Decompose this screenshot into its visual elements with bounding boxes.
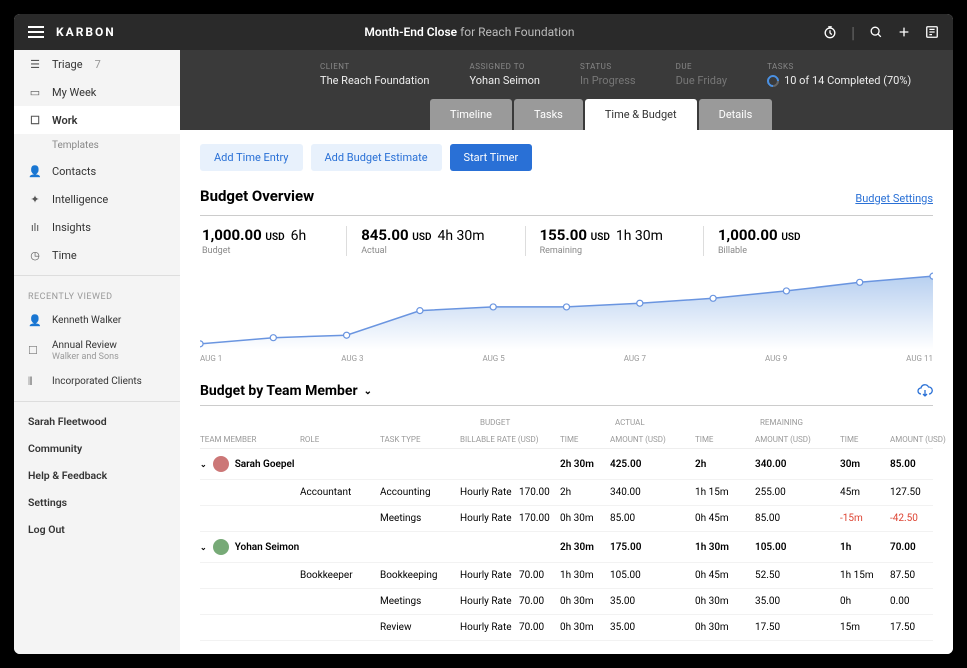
chart-x-label: AUG 11 [906, 354, 933, 363]
menu-icon[interactable] [28, 26, 44, 38]
timer-icon[interactable] [823, 25, 837, 39]
recent-icon: 👤 [28, 314, 42, 328]
footer-link[interactable]: Settings [14, 489, 180, 516]
recent-icon: ☐ [28, 344, 42, 358]
recent-item[interactable]: ⫴Incorporated Clients [14, 369, 180, 395]
nav-time[interactable]: ◷ Time [14, 241, 180, 269]
budget-chart [200, 270, 933, 350]
triage-icon: ☰ [28, 57, 42, 71]
chart-x-label: AUG 1 [200, 354, 222, 363]
content-area: Add Time Entry Add Budget Estimate Start… [180, 130, 953, 654]
chart-x-label: AUG 9 [765, 354, 787, 363]
page-title: Month-End Close for Reach Foundation [116, 25, 823, 39]
summary-card: 1,000.00 USDBillable [703, 226, 801, 256]
chart-x-label: AUG 7 [624, 354, 646, 363]
footer-link[interactable]: Sarah Fleetwood [14, 408, 180, 435]
nav-myweek[interactable]: ▭ My Week [14, 78, 180, 106]
clock-icon: ◷ [28, 248, 42, 262]
footer-link[interactable]: Help & Feedback [14, 462, 180, 489]
top-bar: KARBON Month-End Close for Reach Foundat… [14, 14, 953, 50]
expand-icon[interactable]: ⌄ [200, 460, 207, 469]
table-row: Meetings Hourly Rate 170.00 0h 30m85.00 … [200, 506, 933, 532]
nav-work[interactable]: ☐ Work [14, 106, 180, 134]
footer-link[interactable]: Community [14, 435, 180, 462]
tabs: Timeline Tasks Time & Budget Details [430, 99, 933, 130]
summary-card: 155.00 USD1h 30mRemaining [525, 226, 663, 256]
table-row: Accountant Accounting Hourly Rate 170.00… [200, 480, 933, 506]
download-icon[interactable] [917, 384, 933, 398]
expand-icon[interactable]: ⌄ [200, 543, 207, 552]
nav-templates[interactable]: Templates [14, 134, 180, 157]
add-time-button[interactable]: Add Time Entry [200, 144, 303, 171]
chart-x-label: AUG 3 [341, 354, 363, 363]
person-icon: 👤 [28, 164, 42, 178]
calendar-icon: ▭ [28, 85, 42, 99]
insights-icon: ılı [28, 220, 42, 234]
summary-card: 1,000.00 USD6hBudget [202, 226, 306, 256]
nav-contacts[interactable]: 👤 Contacts [14, 157, 180, 185]
briefcase-icon: ☐ [28, 113, 42, 127]
app-frame: KARBON Month-End Close for Reach Foundat… [14, 14, 953, 654]
budget-settings-link[interactable]: Budget Settings [855, 192, 933, 205]
table-row: Review Hourly Rate 70.00 0h 30m35.00 0h … [200, 615, 933, 641]
main-area: CLIENTThe Reach Foundation ASSIGNED TOYo… [180, 50, 953, 654]
search-icon[interactable] [869, 25, 883, 39]
nav-insights[interactable]: ılı Insights [14, 213, 180, 241]
table-row: ⌄Sarah Goepel 2h 30m425.00 2h340.00 30m8… [200, 449, 933, 480]
summary-card: 845.00 USD4h 30mActual [346, 226, 484, 256]
chevron-down-icon: ⌄ [364, 386, 372, 397]
tab-details[interactable]: Details [699, 99, 773, 130]
table-row: ⌄Yohan Seimon 2h 30m175.00 1h 30m105.00 … [200, 532, 933, 563]
sidebar: ☰ Triage7 ▭ My Week ☐ Work Templates 👤 C… [14, 50, 180, 654]
tab-timeline[interactable]: Timeline [430, 99, 512, 130]
table-row: Bookkeeper Bookkeeping Hourly Rate 70.00… [200, 563, 933, 589]
nav-triage[interactable]: ☰ Triage7 [14, 50, 180, 78]
avatar [213, 539, 229, 555]
team-table: BUDGET ACTUAL REMAINING TEAM MEMBER ROLE… [200, 414, 933, 641]
progress-donut-icon [765, 73, 782, 90]
work-header: CLIENTThe Reach Foundation ASSIGNED TOYo… [180, 50, 953, 130]
recent-icon: ⫴ [28, 375, 42, 389]
start-timer-button[interactable]: Start Timer [450, 144, 533, 171]
panel-icon[interactable] [925, 25, 939, 39]
nav-intelligence[interactable]: ✦ Intelligence [14, 185, 180, 213]
chart-x-label: AUG 5 [482, 354, 504, 363]
tab-time-budget[interactable]: Time & Budget [585, 99, 697, 130]
brand-logo: KARBON [56, 25, 116, 39]
recent-item[interactable]: ☐Annual ReviewWalker and Sons [14, 334, 180, 369]
team-section-title[interactable]: Budget by Team Member⌄ [200, 383, 372, 399]
table-row: Meetings Hourly Rate 70.00 0h 30m35.00 0… [200, 589, 933, 615]
recent-item[interactable]: 👤Kenneth Walker [14, 308, 180, 334]
intelligence-icon: ✦ [28, 192, 42, 206]
overview-title: Budget Overview [200, 187, 314, 205]
recent-header: RECENTLY VIEWED [14, 282, 180, 308]
tab-tasks[interactable]: Tasks [514, 99, 583, 130]
plus-icon[interactable] [897, 25, 911, 39]
add-budget-button[interactable]: Add Budget Estimate [311, 144, 442, 171]
footer-link[interactable]: Log Out [14, 516, 180, 543]
avatar [213, 456, 229, 472]
